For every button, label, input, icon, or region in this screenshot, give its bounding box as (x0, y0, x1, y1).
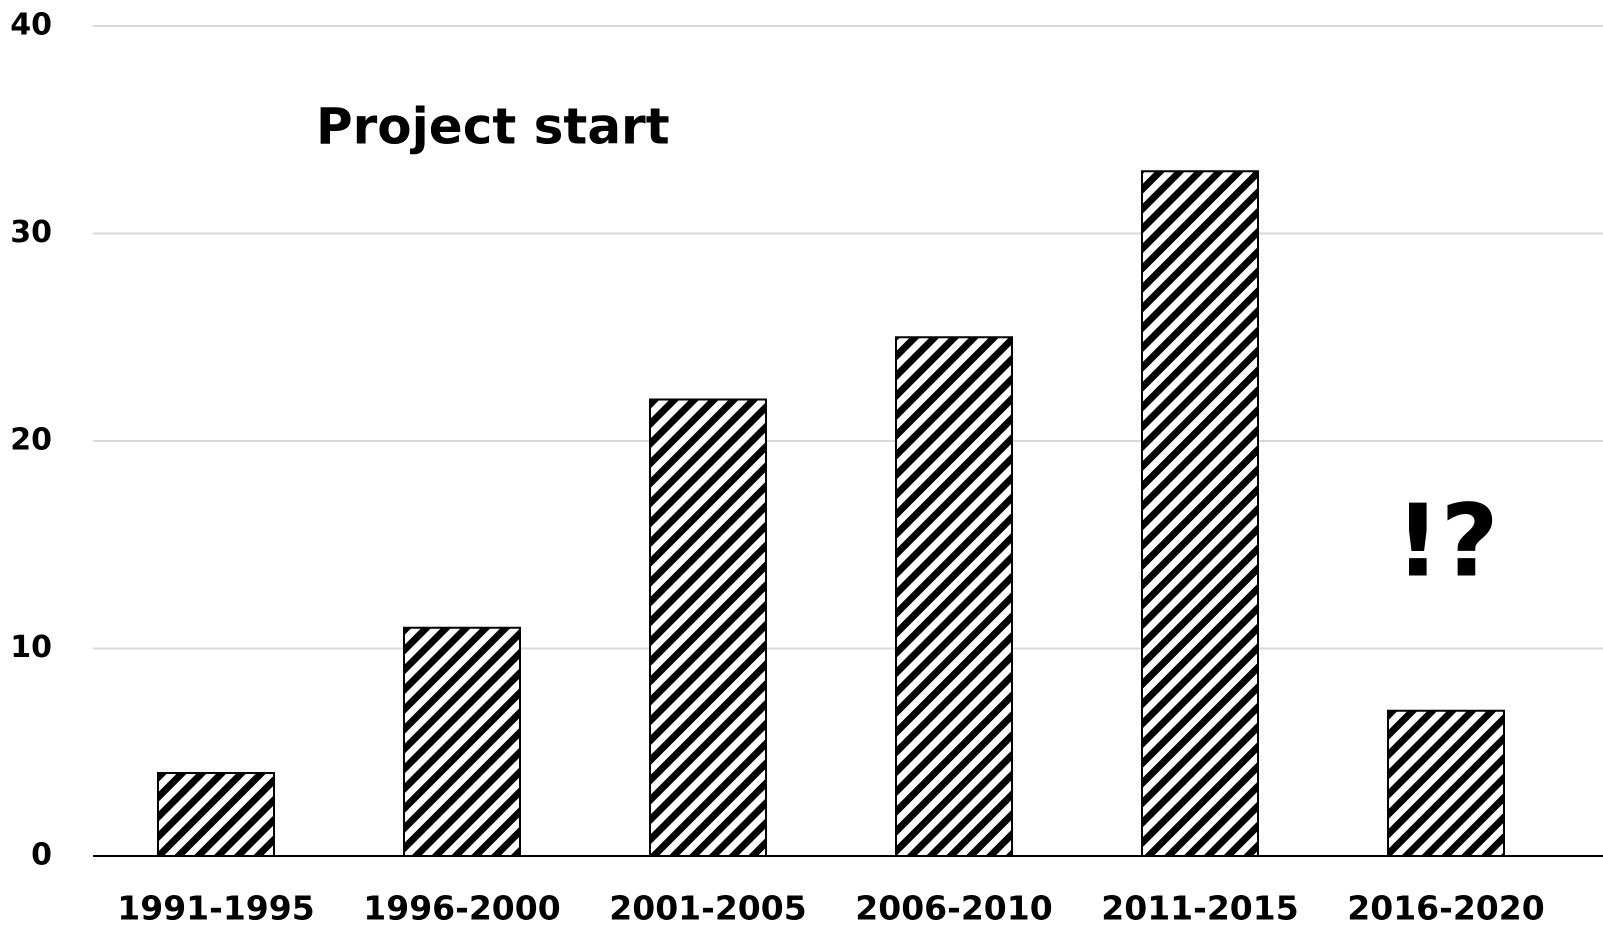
bar (1141, 170, 1259, 857)
y-tick-label: 10 (10, 630, 52, 665)
y-tick-label: 0 (31, 838, 52, 873)
y-tick-label: 30 (10, 215, 52, 250)
bar (1387, 709, 1505, 857)
bar (649, 398, 767, 857)
x-tick-label: 1991-1995 (117, 889, 314, 928)
x-tick-label: 2016-2020 (1347, 889, 1544, 928)
bar (403, 626, 521, 857)
x-tick-label: 2001-2005 (609, 889, 806, 928)
y-tick-label: 40 (10, 8, 52, 43)
x-tick-label: 2006-2010 (855, 889, 1052, 928)
bar (895, 336, 1013, 857)
bar (157, 772, 275, 857)
x-tick-label: 1996-2000 (363, 889, 560, 928)
x-tick-label: 2011-2015 (1101, 889, 1298, 928)
y-tick-label: 20 (10, 423, 52, 458)
annotation: Project start (316, 98, 670, 156)
annotation: !? (1395, 482, 1499, 599)
